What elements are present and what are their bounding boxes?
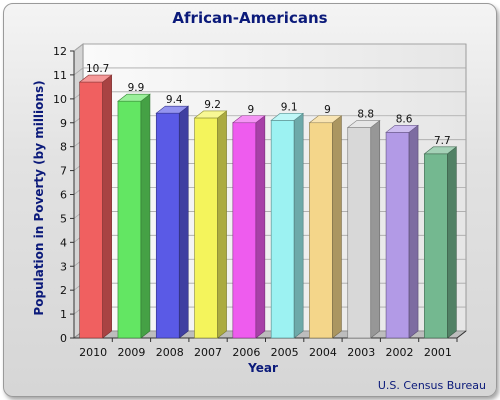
bar-side-2004 [332, 115, 342, 339]
value-label: 8.6 [396, 113, 413, 125]
y-tick-label: 12 [53, 45, 67, 58]
y-tick-label: 6 [60, 189, 67, 202]
bar-2009 [117, 100, 142, 339]
bar-2004 [309, 122, 333, 339]
bar-2010 [79, 81, 103, 339]
x-tick-label: 2009 [117, 346, 145, 359]
bar-2006 [232, 122, 257, 339]
y-tick-label: 9 [60, 117, 67, 130]
value-label: 9.4 [166, 94, 183, 106]
bar-side-2007 [217, 110, 227, 339]
value-label: 7.7 [434, 135, 451, 147]
x-tick-label: 2006 [232, 346, 260, 359]
bar-2008 [155, 112, 180, 339]
bar-side-2006 [255, 115, 266, 339]
y-tick-label: 11 [53, 69, 67, 82]
bar-chart: African-Americans Population in Poverty … [32, 9, 486, 392]
y-tick-label: 3 [60, 260, 67, 273]
bar-side-2008 [178, 105, 189, 339]
y-tick-label: 5 [60, 212, 67, 225]
value-label: 8.8 [357, 109, 374, 121]
x-tick-label: 2005 [271, 346, 299, 359]
y-tick-label: 2 [60, 284, 67, 297]
bar-top-2002 [385, 125, 419, 133]
bar-side-2009 [140, 93, 151, 339]
floor-edge [456, 330, 467, 339]
bar-2002 [385, 132, 410, 339]
bar-side-2001 [447, 146, 457, 339]
x-tick-label: 2003 [347, 346, 375, 359]
bar-2005 [270, 120, 295, 339]
x-axis-title: Year [247, 361, 278, 375]
bar-2007 [194, 117, 218, 339]
value-label: 9 [324, 104, 331, 116]
y-tick-label: 10 [53, 93, 67, 106]
gridline [73, 67, 466, 76]
bar-top-2010 [78, 74, 113, 83]
bar-2001 [424, 153, 448, 339]
bar-2003 [347, 127, 372, 339]
value-label: 9.2 [204, 99, 221, 111]
y-tick-label: 1 [60, 308, 67, 321]
y-tick-label: 8 [60, 141, 67, 154]
chart-frame: African-Americans Population in Poverty … [3, 3, 497, 397]
bar-top-2009 [117, 93, 151, 102]
value-label: 9.9 [128, 82, 145, 94]
value-label: 9.1 [281, 101, 298, 113]
bar-top-2008 [155, 105, 190, 114]
bar-top-2004 [308, 115, 343, 124]
y-tick-label: 4 [60, 236, 67, 249]
source-note: U.S. Census Bureau [378, 379, 486, 392]
bar-top-2001 [423, 146, 458, 155]
value-label: 9 [248, 104, 255, 116]
bar-top-2005 [270, 113, 305, 121]
chart-title: African-Americans [172, 9, 327, 27]
x-tick-label: 2001 [424, 346, 452, 359]
bar-side-2002 [408, 124, 419, 339]
x-tick-label: 2004 [309, 346, 337, 359]
bar-side-2005 [293, 112, 304, 339]
y-tick-label: 7 [60, 165, 67, 178]
bar-top-2007 [193, 110, 228, 119]
y-tick-label: 0 [60, 332, 67, 345]
x-tick-label: 2002 [386, 346, 414, 359]
x-tick-label: 2007 [194, 346, 222, 359]
bar-top-2003 [346, 120, 381, 128]
bar-side-2003 [370, 119, 381, 339]
y-axis-title: Population in Poverty (by millions) [32, 80, 46, 315]
x-tick-label: 2010 [79, 346, 107, 359]
bar-side-2010 [102, 74, 112, 339]
value-label: 10.7 [86, 63, 109, 75]
bar-top-2006 [231, 115, 266, 124]
x-tick-label: 2008 [156, 346, 184, 359]
gridline [73, 43, 466, 52]
